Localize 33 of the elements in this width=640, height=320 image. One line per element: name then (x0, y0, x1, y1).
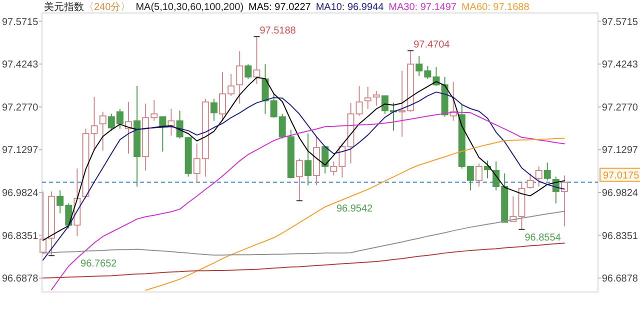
legend-item: MA60: 97.1688 (461, 2, 530, 13)
y-tick-label: 97.1297 (2, 145, 39, 156)
y2-tick-label: 97.1297 (602, 145, 638, 156)
y2-tick-label: 97.4243 (602, 60, 638, 71)
annotation: 97.4704 (414, 40, 450, 51)
y2-tick-label: 97.5715 (602, 16, 638, 28)
annotation: 96.8554 (524, 232, 562, 244)
annotation: MA(5,10,30,60,100,200) (136, 2, 244, 13)
subtitle: 〈240分〉 (84, 2, 131, 13)
ref-line-label: 97.0175 (603, 170, 640, 182)
annotation: 96.9542 (296, 200, 373, 215)
y2-tick-label: 96.6878 (602, 274, 638, 285)
legend-item: MA30: 97.1497 (388, 2, 456, 13)
y-tick-label: 97.4243 (2, 60, 39, 71)
annotation: 96.7652 (80, 258, 118, 270)
annotation: 97.4704 (407, 40, 450, 52)
annotation: 96.7652 (48, 255, 117, 270)
annotation: 97.5188 (253, 26, 296, 38)
y-tick-label: 96.9824 (2, 188, 39, 199)
title: 美元指数 (44, 2, 84, 13)
y-tick-label: 97.2770 (2, 102, 39, 114)
y-tick-label: 97.5715 (2, 16, 39, 28)
ref-label: 97.0175 (600, 168, 640, 182)
y2-tick-label: 96.9824 (602, 188, 638, 199)
legend-item: MA5: 97.0227 (248, 2, 311, 13)
annotation: 96.9542 (336, 204, 374, 215)
legend-item: MA10: 96.9944 (316, 2, 384, 13)
annotation: 96.8554 (518, 228, 561, 244)
y-tick-label: 96.6878 (2, 274, 39, 285)
annotation: 97.5188 (260, 26, 296, 37)
y2-tick-label: 96.8351 (602, 230, 638, 242)
y2-tick-label: 97.2770 (602, 102, 638, 114)
y-tick-label: 96.8351 (2, 230, 39, 242)
